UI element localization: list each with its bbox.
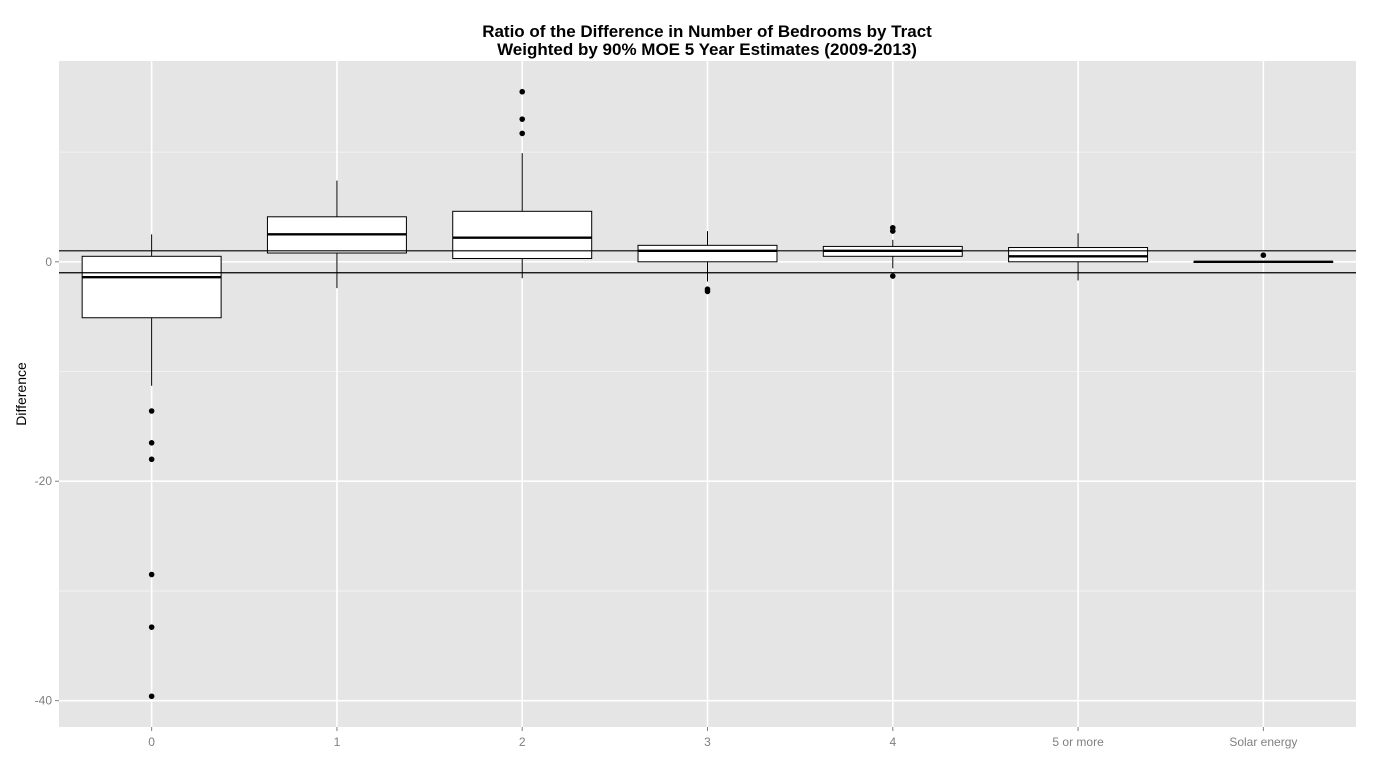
- outlier-point: [889, 273, 896, 279]
- outlier-point: [148, 571, 155, 578]
- box-1: [266, 180, 407, 289]
- outlier-point: [148, 456, 155, 463]
- y-tick-label: -40: [35, 694, 53, 708]
- outlier-point: [519, 88, 526, 95]
- y-axis-label: Difference: [13, 362, 29, 426]
- box-iqr: [452, 210, 593, 259]
- x-tick-label: 0: [148, 735, 155, 749]
- outlier-point: [148, 408, 155, 414]
- outlier-point: [519, 116, 526, 122]
- outlier-point: [704, 288, 711, 295]
- x-tick-label: 4: [889, 735, 896, 749]
- chart-subtitle: Weighted by 90% MOE 5 Year Estimates (20…: [497, 40, 917, 59]
- outlier-point: [889, 224, 896, 231]
- reference-lines: [59, 250, 1356, 274]
- x-tick-label: 3: [704, 735, 711, 749]
- y-axis-ticks: 0 -20 -40: [35, 255, 59, 708]
- x-tick-label: 1: [334, 735, 341, 749]
- outlier-point: [148, 693, 155, 700]
- box-iqr: [1008, 247, 1149, 263]
- x-axis-ticks: 0 1 2 3 4 5 or more Solar energy: [148, 727, 1297, 749]
- outlier-point: [148, 440, 155, 446]
- y-tick-label: 0: [45, 255, 52, 269]
- box-solar-energy: [1193, 252, 1334, 263]
- box-iqr: [81, 255, 222, 319]
- outlier-point: [1260, 252, 1267, 259]
- y-tick-label: -20: [35, 474, 53, 488]
- x-tick-label: 5 or more: [1052, 735, 1104, 749]
- outlier-point: [519, 130, 526, 137]
- x-tick-label: Solar energy: [1229, 735, 1297, 749]
- box-iqr: [637, 244, 778, 263]
- box-0: [81, 234, 222, 700]
- chart-title: Ratio of the Difference in Number of Bed…: [482, 22, 932, 41]
- x-tick-label: 2: [519, 735, 526, 749]
- outlier-point: [148, 624, 155, 630]
